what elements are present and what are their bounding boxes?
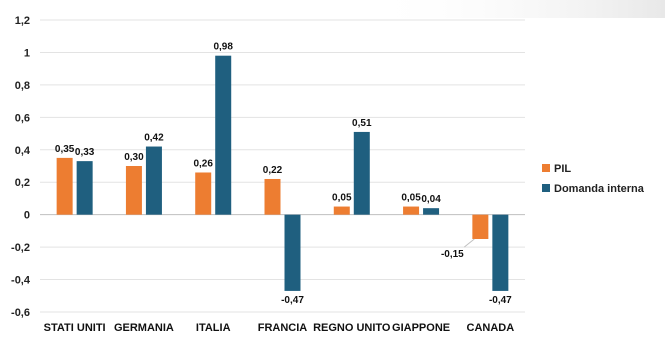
y-tick-label: 0,6 [15,112,30,124]
x-category-label: REGNO UNITO [313,322,391,334]
data-label: 0,42 [144,133,164,144]
data-label: 0,98 [213,42,233,53]
x-category-label: FRANCIA [258,322,308,334]
label-leader-lines [464,238,475,248]
data-label: 0,05 [332,193,352,204]
x-axis-categories: STATI UNITI GERMANIA ITALIA FRANCIA REGNO UN… [44,322,515,334]
top-shading [0,0,665,18]
legend-label: Domanda interna [554,183,645,195]
y-tick-label: -0,4 [11,275,31,287]
y-axis-ticks: -0,6 -0,4 -0,2 0 0,2 0,4 0,6 0,8 1 1,2 [11,15,31,319]
y-tick-label: 1 [24,47,30,59]
x-category-label: STATI UNITI [44,322,106,334]
bar-domanda-interna [423,208,440,215]
legend-swatch [542,184,550,192]
x-category-label: CANADA [467,322,515,334]
legend: PIL Domanda interna [542,163,645,195]
y-tick-label: -0,2 [11,242,30,254]
bar-pil [195,172,212,215]
data-label: 0,26 [193,158,213,169]
bar-pil [472,214,489,239]
bars [56,55,509,291]
bar-pil [333,206,350,215]
y-tick-label: 0 [24,210,30,222]
y-tick-label: 0,8 [15,80,30,92]
data-label: 0,51 [352,118,372,129]
data-label: 0,05 [401,193,421,204]
y-tick-label: 1,2 [15,15,30,27]
bar-domanda-interna [76,161,93,215]
x-category-label: ITALIA [196,322,231,334]
bar-pil [125,166,142,215]
bar-pil [264,178,281,215]
data-label: 0,30 [124,152,144,163]
bar-domanda-interna [215,55,232,215]
gridlines [40,19,525,313]
bar-domanda-interna [284,214,301,291]
y-tick-label: -0,6 [11,307,30,319]
data-label: -0,47 [489,295,512,306]
data-label-leader [464,238,475,248]
data-labels: 0,35 0,33 0,300,42 0,26 0,98 0,22 -0,47 0,05 0,5… [55,42,512,306]
data-label: 0,33 [75,147,95,158]
data-label: 0,35 [55,144,75,155]
bar-domanda-interna [353,131,370,215]
y-tick-label: 0,4 [15,145,31,157]
bar-domanda-interna [492,214,509,291]
x-category-label: GERMANIA [114,322,174,334]
data-label: 0,04 [421,194,441,205]
bar-domanda-interna [145,146,162,215]
x-category-label: GIAPPONE [392,322,450,334]
legend-label: PIL [554,163,571,175]
bar-pil [403,206,420,215]
bar-pil [56,157,73,215]
y-tick-label: 0,2 [15,177,30,189]
legend-swatch [542,164,550,172]
data-label: -0,47 [281,295,304,306]
data-label: 0,22 [263,165,283,176]
data-label: -0,15 [441,249,464,260]
